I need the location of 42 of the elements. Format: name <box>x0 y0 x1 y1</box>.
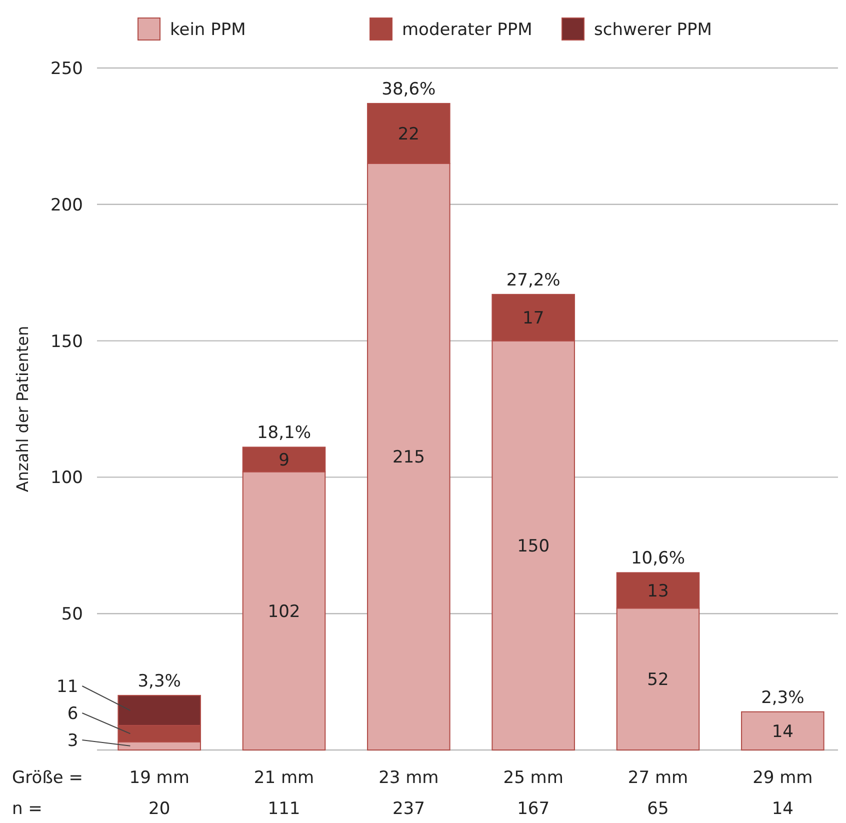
annotation: 3,3% <box>138 671 181 692</box>
total-label: 20 <box>148 799 170 819</box>
data-label: 102 <box>268 602 300 622</box>
total-label: 237 <box>392 799 425 819</box>
annotation: 38,6% <box>382 79 436 100</box>
y-tick-label: 200 <box>50 195 83 216</box>
annotation: 10,6% <box>630 548 686 569</box>
x-tick-label: 23 mm <box>378 768 439 788</box>
y-axis-title: Anzahl der Patienten <box>13 326 32 492</box>
data-label: 52 <box>647 670 669 690</box>
data-label: 14 <box>772 722 794 742</box>
total-label: 65 <box>647 799 669 819</box>
y-tick-label: 250 <box>50 58 83 79</box>
x-axis-title: Größe = <box>12 768 84 788</box>
legend-label: moderater PPM <box>402 20 532 40</box>
total-label: 14 <box>772 799 794 819</box>
text: n = <box>12 799 42 819</box>
x-tick-label: 25 mm <box>503 768 564 788</box>
y-tick-label: 50 <box>61 604 83 625</box>
x-tick-label: 21 mm <box>254 768 314 788</box>
total-label: 111 <box>268 799 300 819</box>
x-tick-label: 27 mm <box>628 768 688 788</box>
y-tick-label: 150 <box>50 332 83 352</box>
y-tick-label: 100 <box>50 468 83 488</box>
data-label: 22 <box>398 124 420 144</box>
data-label: 17 <box>522 308 544 329</box>
annotation: 27,2% <box>506 270 560 290</box>
annotation: 18,1% <box>256 423 312 444</box>
data-label: 9 <box>278 450 290 470</box>
legend-label: kein PPM <box>170 20 246 40</box>
data-label: 6 <box>67 704 78 724</box>
x-tick-label: 19 mm <box>129 768 190 788</box>
bar <box>741 711 824 750</box>
x-tick-label: 29 mm <box>752 768 813 788</box>
annotation: 2,3% <box>761 688 804 708</box>
data-label: 3 <box>67 730 78 751</box>
data-label: 215 <box>392 448 425 468</box>
legend-label: schwerer PPM <box>594 20 712 40</box>
data-label: 11 <box>56 676 78 697</box>
data-label: 13 <box>647 581 669 602</box>
data-label: 150 <box>517 536 550 556</box>
total-label: 167 <box>517 799 550 819</box>
